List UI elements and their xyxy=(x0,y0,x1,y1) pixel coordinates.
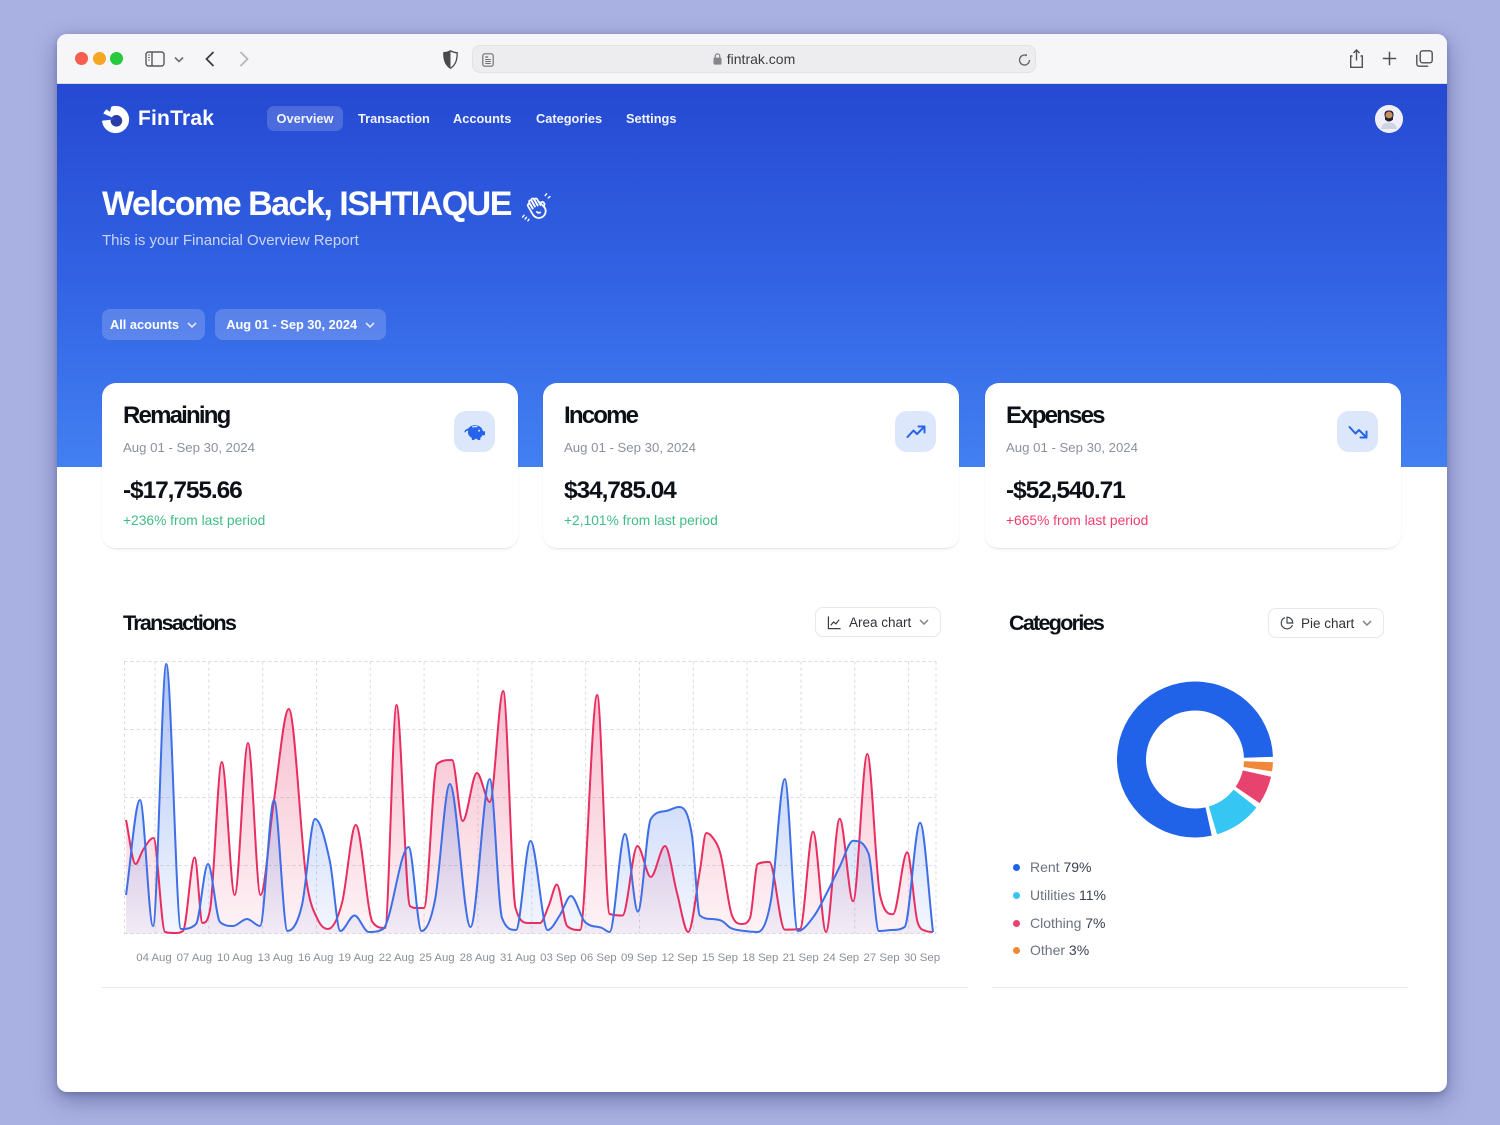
svg-text:24 Sep: 24 Sep xyxy=(823,952,859,964)
svg-text:12 Sep: 12 Sep xyxy=(661,952,697,964)
svg-text:22 Aug: 22 Aug xyxy=(379,952,414,964)
svg-text:19 Aug: 19 Aug xyxy=(338,952,373,964)
svg-text:16 Aug: 16 Aug xyxy=(298,952,333,964)
svg-text:31 Aug: 31 Aug xyxy=(500,952,535,964)
svg-text:25 Aug: 25 Aug xyxy=(419,952,454,964)
svg-text:15 Sep: 15 Sep xyxy=(702,952,738,964)
svg-text:30 Sep: 30 Sep xyxy=(904,952,940,964)
svg-text:09 Sep: 09 Sep xyxy=(621,952,657,964)
svg-text:06 Sep: 06 Sep xyxy=(581,952,617,964)
svg-text:18 Sep: 18 Sep xyxy=(742,952,778,964)
svg-text:28 Aug: 28 Aug xyxy=(460,952,495,964)
svg-text:03 Sep: 03 Sep xyxy=(540,952,576,964)
svg-text:27 Sep: 27 Sep xyxy=(864,952,900,964)
svg-text:21 Sep: 21 Sep xyxy=(783,952,819,964)
svg-text:10 Aug: 10 Aug xyxy=(217,952,252,964)
svg-text:04 Aug: 04 Aug xyxy=(136,952,171,964)
svg-text:13 Aug: 13 Aug xyxy=(258,952,293,964)
svg-text:07 Aug: 07 Aug xyxy=(177,952,212,964)
